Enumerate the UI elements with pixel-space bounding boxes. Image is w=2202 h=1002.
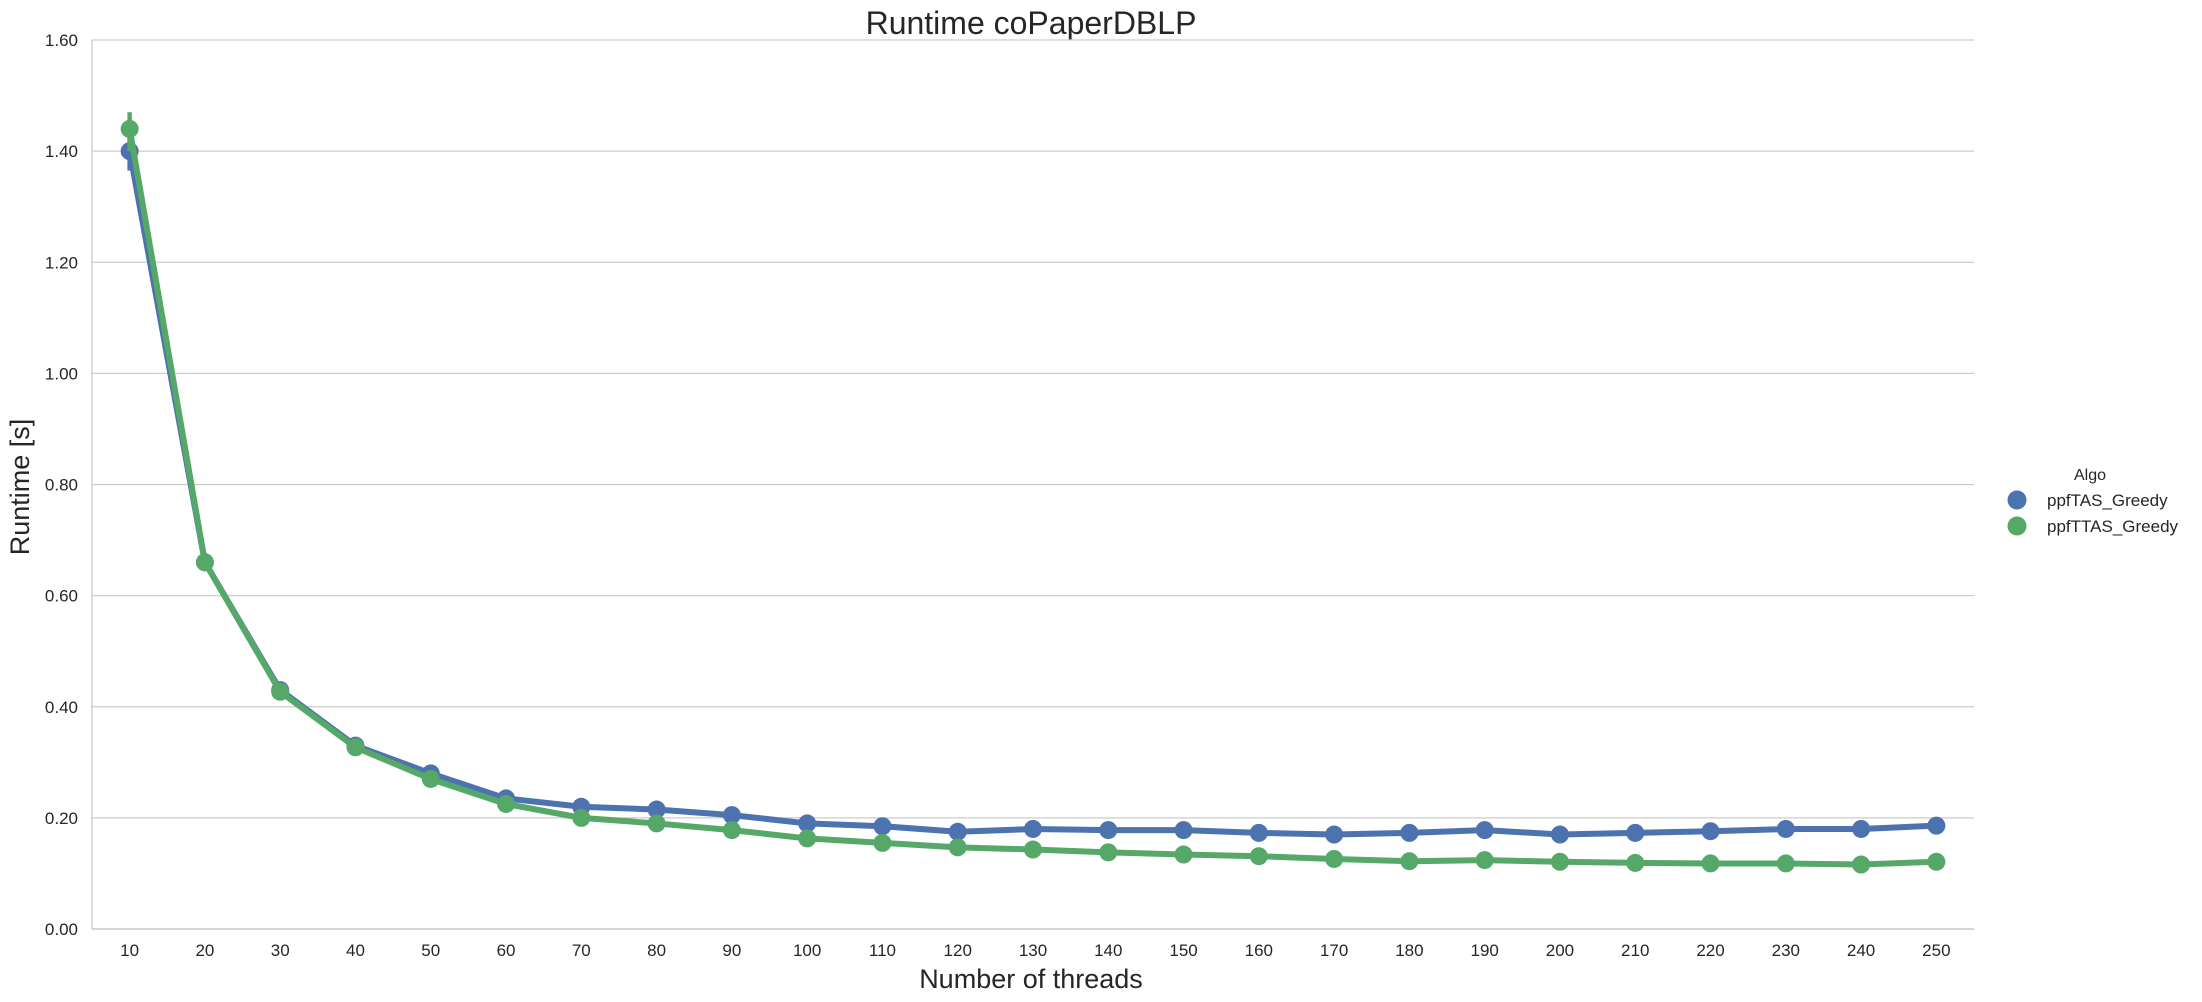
x-tick-label: 90 [722, 941, 741, 960]
x-tick-label: 140 [1094, 941, 1122, 960]
data-point [1701, 854, 1720, 873]
data-point [195, 553, 214, 572]
data-point [722, 821, 741, 840]
series-ppfTAS_Greedy [120, 131, 1946, 844]
data-point [873, 817, 892, 836]
x-axis-label: Number of threads [919, 964, 1143, 994]
x-tick-label: 40 [346, 941, 365, 960]
data-point [1626, 823, 1645, 842]
series-line [126, 148, 1940, 838]
data-point [1325, 849, 1344, 868]
data-point [1174, 845, 1193, 864]
x-tick-label: 220 [1696, 941, 1724, 960]
y-tick-label: 1.60 [45, 31, 78, 50]
data-point [1927, 852, 1946, 871]
x-tick-label: 100 [793, 941, 821, 960]
data-point [1099, 843, 1118, 862]
x-tick-label: 200 [1546, 941, 1574, 960]
x-tick-label: 120 [944, 941, 972, 960]
y-tick-label: 0.60 [45, 587, 78, 606]
series-line [126, 125, 1940, 868]
x-tick-label: 70 [572, 941, 591, 960]
y-axis-label: Runtime [s] [5, 419, 35, 556]
series-ppfTTAS_Greedy [120, 112, 1946, 874]
x-tick-label: 30 [271, 941, 290, 960]
data-point [873, 833, 892, 852]
y-tick-label: 0.00 [45, 920, 78, 939]
x-tick-label: 60 [497, 941, 516, 960]
chart-title: Runtime coPaperDBLP [866, 5, 1197, 41]
data-point [647, 800, 666, 819]
x-tick-label: 150 [1169, 941, 1197, 960]
data-point [798, 829, 817, 848]
x-tick-label: 230 [1772, 941, 1800, 960]
y-tick-label: 0.20 [45, 809, 78, 828]
data-point [948, 838, 967, 857]
data-point [421, 769, 440, 788]
data-point [1024, 840, 1042, 859]
axes [91, 40, 1974, 930]
data-point [1174, 821, 1193, 840]
x-tick-label: 110 [869, 941, 896, 960]
x-tick-label: 210 [1621, 941, 1649, 960]
legend-label: ppfTTAS_Greedy [2047, 517, 2179, 536]
legend-marker [2007, 516, 2027, 536]
data-point [1852, 855, 1871, 874]
data-point [1852, 819, 1871, 838]
data-point [1776, 854, 1795, 873]
data-point [1550, 825, 1569, 844]
data-point [1400, 823, 1419, 842]
data-point [1776, 819, 1795, 838]
x-tick-label: 170 [1320, 941, 1348, 960]
data-point [1475, 821, 1494, 840]
data-point [346, 738, 365, 757]
data-point [1325, 825, 1344, 844]
data-point [572, 808, 591, 827]
legend: Algo ppfTAS_Greedy ppfTTAS_Greedy [2007, 467, 2179, 536]
data-point [271, 682, 290, 701]
data-point [1400, 852, 1419, 871]
y-tick-labels: 0.00 0.20 0.40 0.60 0.80 1.00 1.20 1.40 1.60 [45, 31, 78, 939]
x-tick-label: 250 [1922, 941, 1950, 960]
x-tick-label: 160 [1245, 941, 1273, 960]
legend-title: Algo [2074, 467, 2106, 484]
data-point [722, 806, 741, 825]
x-tick-label: 20 [195, 941, 214, 960]
legend-label: ppfTAS_Greedy [2047, 491, 2168, 510]
x-tick-label: 10 [120, 941, 139, 960]
data-point [1475, 851, 1494, 870]
x-tick-label: 180 [1395, 941, 1423, 960]
data-point [1701, 822, 1720, 841]
data-point [1927, 816, 1946, 835]
y-tick-label: 1.20 [45, 253, 78, 272]
data-point [798, 814, 817, 833]
y-tick-label: 1.00 [45, 364, 78, 383]
y-tick-label: 0.80 [45, 476, 78, 495]
data-point [1249, 823, 1268, 842]
x-tick-label: 50 [421, 941, 440, 960]
y-tick-label: 1.40 [45, 142, 78, 161]
x-tick-label: 190 [1470, 941, 1498, 960]
data-point [647, 814, 666, 833]
data-point [1099, 821, 1118, 840]
grid-lines [92, 39, 1974, 930]
legend-marker [2007, 490, 2027, 510]
y-tick-label: 0.40 [45, 698, 78, 717]
data-point [1249, 847, 1268, 866]
data-point [497, 794, 516, 813]
x-tick-label: 130 [1019, 941, 1047, 960]
data-point [948, 822, 967, 841]
x-tick-label: 240 [1847, 941, 1875, 960]
x-tick-labels: 10 20 30 40 50 60 70 80 90 100 110 120 130 140 150 160 1… [120, 941, 1950, 960]
data-point [1626, 853, 1645, 872]
data-point [1550, 852, 1569, 871]
series-layer [120, 112, 1946, 874]
data-point [120, 119, 139, 138]
data-point [1024, 819, 1042, 838]
x-tick-label: 80 [647, 941, 666, 960]
